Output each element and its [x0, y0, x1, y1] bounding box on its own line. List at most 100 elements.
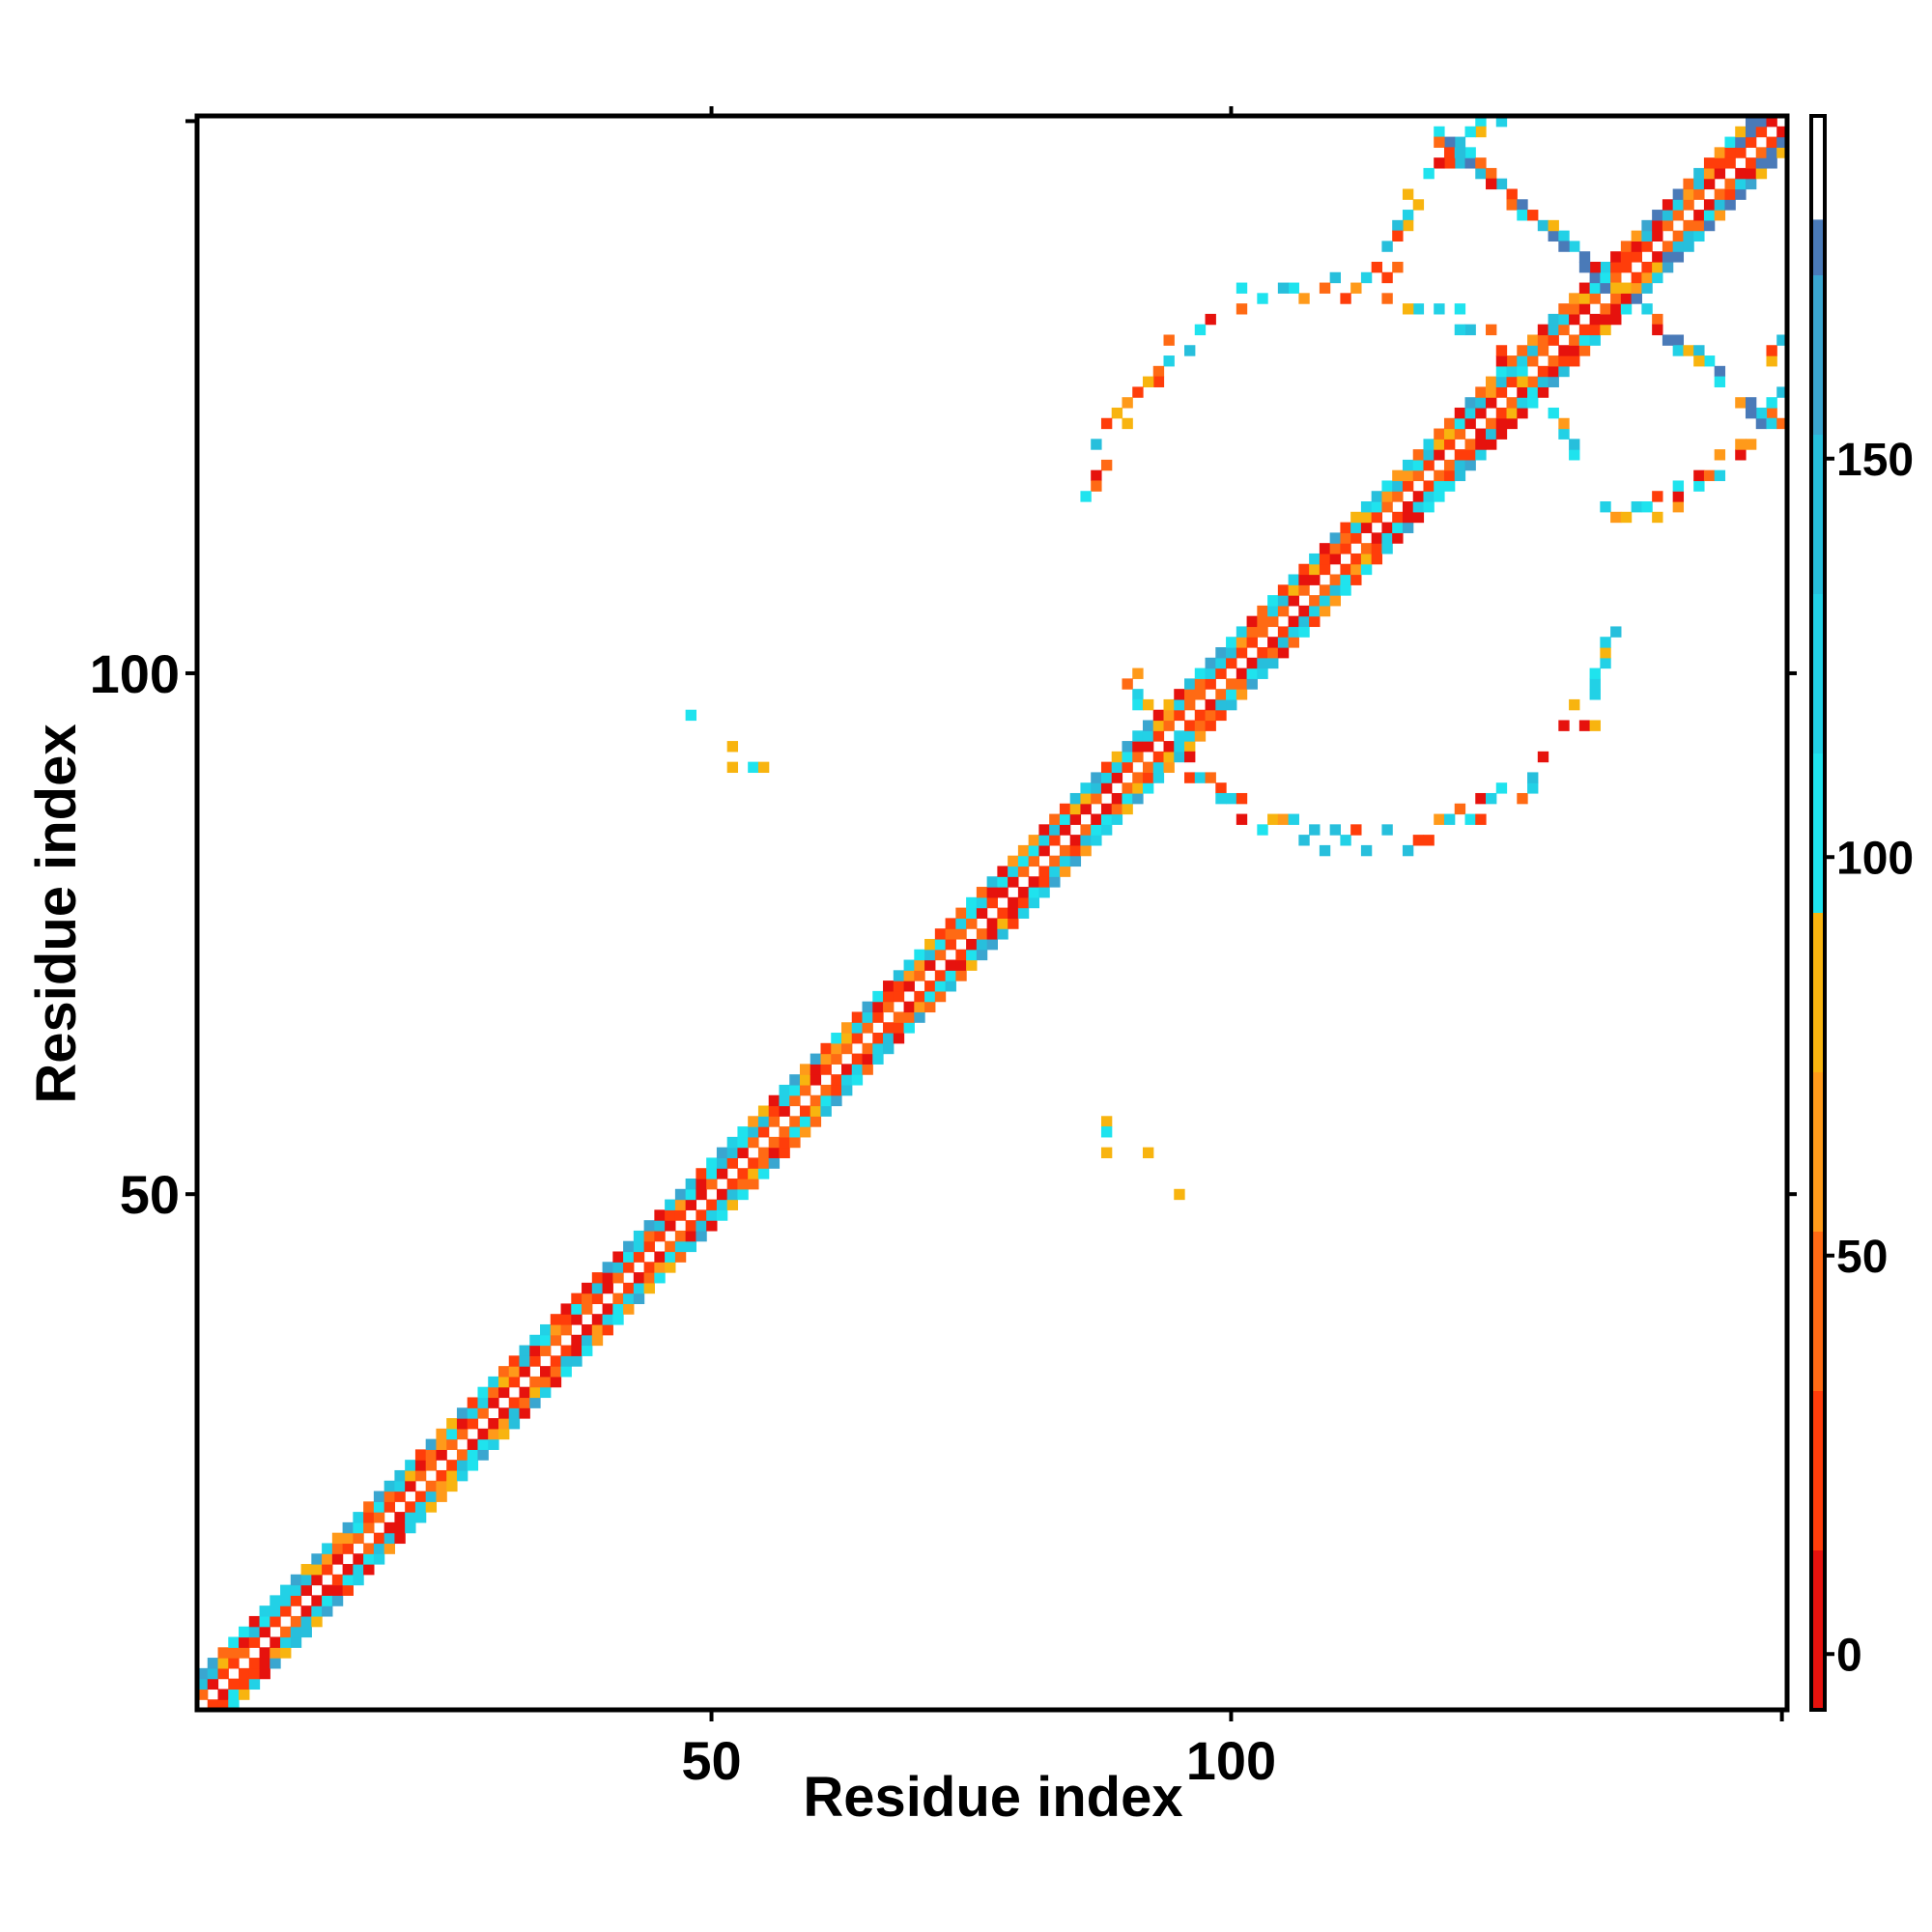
heatmap-cell [1569, 698, 1580, 711]
heatmap-cell [1569, 439, 1580, 450]
heatmap-cell [1049, 835, 1061, 846]
heatmap-cell [1163, 741, 1175, 753]
heatmap-cell [1038, 866, 1050, 877]
heatmap-cell [862, 1011, 873, 1023]
heatmap-cell [1714, 147, 1726, 158]
heatmap-cell [737, 1136, 749, 1149]
heatmap-cell [1600, 657, 1611, 669]
heatmap-cell [405, 1480, 416, 1492]
heatmap-cell [353, 1521, 364, 1534]
heatmap-cell [540, 1366, 552, 1378]
heatmap-cell [446, 1418, 458, 1430]
heatmap-cell [1069, 855, 1082, 867]
heatmap-cell [363, 1553, 375, 1565]
heatmap-cell [623, 1240, 635, 1253]
heatmap-cell [1454, 147, 1466, 158]
heatmap-cell [914, 959, 925, 971]
heatmap-cell [1329, 271, 1341, 284]
heatmap-cell [924, 938, 936, 951]
heatmap-cell [1506, 365, 1518, 378]
heatmap-cell [1142, 782, 1154, 794]
heatmap-cell [1486, 792, 1497, 805]
heatmap-cell [1464, 157, 1476, 169]
heatmap-cell [654, 1209, 666, 1221]
heatmap-cell [1246, 626, 1258, 638]
colorbar-tick-label: 0 [1836, 1630, 1862, 1681]
heatmap-cell [488, 1418, 499, 1430]
heatmap-cell [1683, 345, 1694, 356]
heatmap-cell [1174, 709, 1185, 722]
heatmap-cell [1412, 459, 1425, 471]
heatmap-cell [1578, 720, 1591, 731]
heatmap-cell [1340, 574, 1351, 585]
heatmap-cell [519, 1407, 530, 1419]
heatmap-cell [820, 1105, 832, 1117]
heatmap-cell [1017, 866, 1030, 877]
heatmap-cell [1672, 210, 1685, 221]
heatmap-cell [477, 1407, 489, 1419]
heatmap-cell [1672, 230, 1685, 242]
heatmap-cell [841, 1042, 853, 1055]
heatmap-cell [1319, 553, 1331, 565]
heatmap-cell [893, 980, 905, 992]
heatmap-cell [706, 1179, 718, 1190]
heatmap-cell [1735, 167, 1747, 180]
heatmap-cell [331, 1574, 344, 1586]
heatmap-cell [488, 1438, 499, 1450]
heatmap-cell [508, 1397, 521, 1408]
heatmap-cell [654, 1262, 666, 1273]
heatmap-cell [1495, 345, 1508, 356]
heatmap-cell [1111, 407, 1123, 419]
heatmap-cell [1454, 803, 1466, 815]
heatmap-cell [1184, 345, 1196, 356]
heatmap-cell [934, 949, 947, 961]
heatmap-cell [1600, 261, 1611, 273]
heatmap-cell [1350, 511, 1362, 524]
heatmap-cell [1236, 637, 1248, 648]
heatmap-cell [1766, 136, 1777, 148]
heatmap-cell [1548, 230, 1559, 242]
heatmap-cell [270, 1647, 281, 1659]
heatmap-cell [239, 1636, 250, 1648]
heatmap-cell [1517, 210, 1528, 221]
heatmap-cell [394, 1491, 406, 1502]
heatmap-cell [529, 1386, 541, 1399]
heatmap-cell [270, 1615, 281, 1628]
heatmap-cell [488, 1376, 499, 1388]
heatmap-cell [1132, 772, 1144, 783]
heatmap-cell [1537, 365, 1549, 378]
heatmap-cell [1464, 126, 1476, 138]
heatmap-cell [716, 1168, 728, 1179]
heatmap-cell [737, 1179, 749, 1190]
heatmap-cell [810, 1116, 822, 1127]
heatmap-cell [986, 918, 998, 929]
heatmap-cell [945, 970, 956, 981]
heatmap-cell [1600, 303, 1611, 315]
heatmap-cell [1350, 563, 1362, 576]
heatmap-cell [851, 1011, 864, 1023]
heatmap-cell [903, 1011, 915, 1023]
heatmap-cell [300, 1615, 312, 1628]
heatmap-cell [1662, 334, 1674, 346]
heatmap-cell [1527, 355, 1539, 367]
heatmap-cell [1267, 595, 1279, 607]
heatmap-cell [1578, 345, 1591, 356]
heatmap-cell [1703, 157, 1716, 169]
heatmap-cell [414, 1512, 427, 1523]
heatmap-cell [248, 1678, 261, 1690]
heatmap-cell [311, 1564, 323, 1576]
heatmap-cell [591, 1282, 604, 1294]
heatmap-cell [934, 990, 947, 1003]
heatmap-cell [1091, 792, 1102, 805]
heatmap-cell [1319, 563, 1331, 576]
heatmap-cell [779, 1084, 790, 1096]
heatmap-cell [425, 1449, 438, 1461]
heatmap-cell [1558, 365, 1570, 378]
heatmap-cell [1277, 282, 1290, 294]
heatmap-cell [394, 1521, 406, 1534]
heatmap-cell [1360, 501, 1373, 513]
heatmap-cell [883, 980, 895, 992]
heatmap-cell [1569, 345, 1580, 356]
heatmap-cell [540, 1376, 552, 1388]
heatmap-cell [456, 1469, 469, 1482]
